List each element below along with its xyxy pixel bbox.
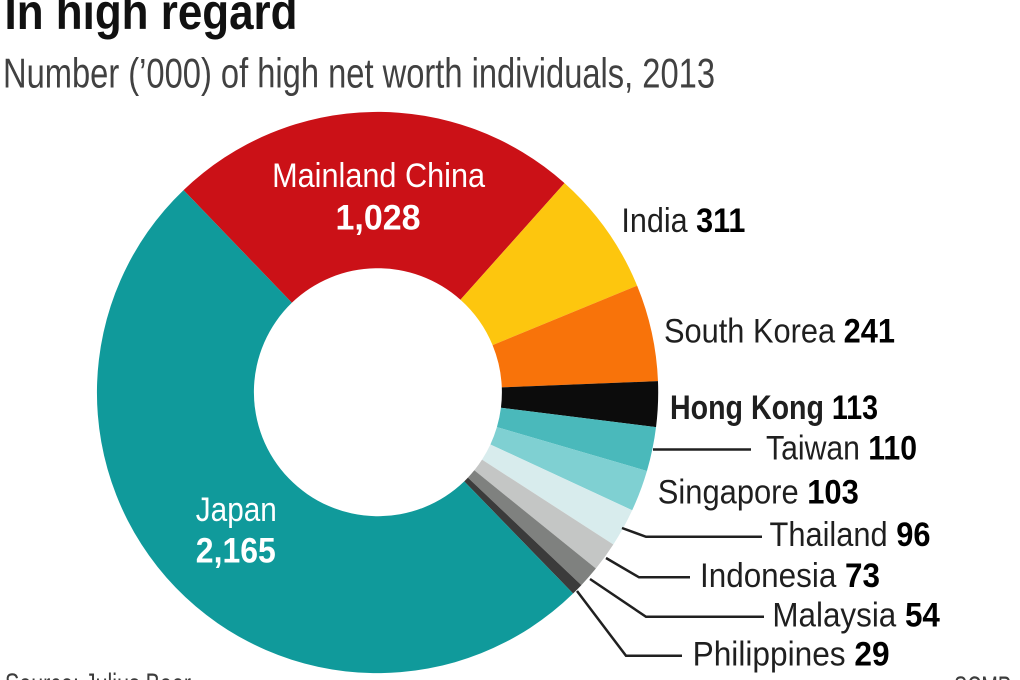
svg-text:Thailand 96: Thailand 96 bbox=[770, 516, 931, 554]
svg-text:Taiwan 110: Taiwan 110 bbox=[766, 430, 917, 468]
svg-text:Japan: Japan bbox=[196, 491, 277, 529]
svg-text:2,165: 2,165 bbox=[196, 532, 276, 571]
svg-text:Hong Kong 113: Hong Kong 113 bbox=[670, 389, 878, 427]
svg-text:Philippines 29: Philippines 29 bbox=[693, 636, 890, 674]
svg-text:In high regard: In high regard bbox=[5, 0, 298, 40]
svg-text:SCMP: SCMP bbox=[954, 671, 1011, 680]
svg-text:South Korea 241: South Korea 241 bbox=[664, 313, 895, 351]
svg-text:Source: Julius Baer: Source: Julius Baer bbox=[5, 668, 191, 680]
svg-text:Singapore 103: Singapore 103 bbox=[658, 473, 859, 511]
svg-text:Mainland China: Mainland China bbox=[272, 157, 485, 195]
svg-text:Malaysia 54: Malaysia 54 bbox=[772, 596, 940, 634]
svg-text:Indonesia 73: Indonesia 73 bbox=[700, 557, 880, 595]
svg-text:Number (’000) of high net wort: Number (’000) of high net worth individu… bbox=[3, 50, 715, 97]
svg-text:India 311: India 311 bbox=[621, 202, 745, 240]
svg-text:1,028: 1,028 bbox=[336, 199, 421, 238]
